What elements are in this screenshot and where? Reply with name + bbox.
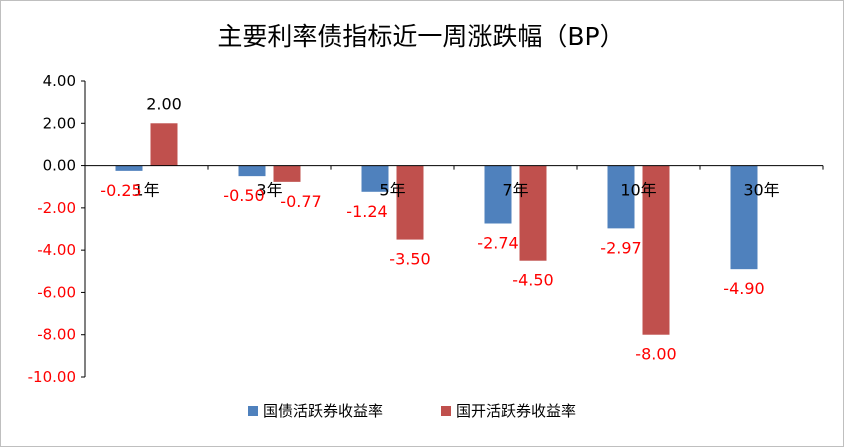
data-label-cdb-2: -3.50: [389, 250, 430, 269]
bar-cdb-1: [273, 165, 301, 182]
bar-cdb-2: [396, 165, 424, 240]
x-tick-label: 1年: [133, 181, 159, 200]
x-tick-label: 7年: [502, 181, 528, 200]
data-label-gov-3: -2.74: [477, 234, 518, 253]
data-label-cdb-4: -8.00: [635, 345, 676, 364]
bar-gov-2: [361, 165, 389, 192]
legend-swatch-0: [248, 406, 258, 416]
y-tick-label: -2.00: [37, 199, 76, 217]
data-label-gov-4: -2.97: [600, 238, 641, 257]
legend-label-1: 国开活跃券收益率: [456, 402, 576, 420]
bar-gov-4: [607, 165, 635, 229]
chart-title: 主要利率债指标近一周涨跌幅（BP）: [217, 22, 624, 51]
x-tick-label: 10年: [620, 181, 656, 200]
data-label-gov-5: -4.90: [723, 279, 764, 298]
x-tick-label: 5年: [379, 181, 405, 200]
y-tick-label: -10.00: [28, 368, 76, 386]
data-labels: -0.25 -0.50 -1.24 -2.74 -2.97 -4.90 2.00 -0.77 -…: [100, 94, 764, 363]
data-label-gov-1: -0.50: [223, 186, 264, 205]
y-tick-label: 0.00: [43, 157, 76, 175]
bar-cdb-0: [150, 123, 178, 166]
y-tick-label: 2.00: [43, 114, 76, 132]
bar-gov-0: [115, 165, 143, 171]
data-label-gov-2: -1.24: [346, 202, 387, 221]
data-label-cdb-0: 2.00: [146, 94, 182, 113]
legend-label-0: 国债活跃券收益率: [263, 402, 383, 420]
y-tick-label: -4.00: [37, 241, 76, 259]
y-tick-label: -8.00: [37, 326, 76, 344]
y-tick-label: 4.00: [43, 72, 76, 90]
bar-cdb-3: [519, 165, 547, 261]
data-label-cdb-3: -4.50: [512, 271, 553, 290]
bar-cdb-4: [642, 165, 670, 335]
y-tick-label: -6.00: [37, 283, 76, 301]
data-label-cdb-1: -0.77: [280, 192, 321, 211]
legend-swatch-1: [441, 406, 451, 416]
x-tick-label: 30年: [743, 181, 779, 200]
bars: [115, 123, 758, 335]
bar-gov-3: [484, 165, 512, 224]
x-axis: 1年 3年 5年 7年 10年 30年: [84, 165, 824, 200]
bar-gov-1: [238, 165, 266, 177]
y-axis: 4.00 2.00 0.00 -2.00 -4.00 -6.00 -8.00 -10.00: [28, 72, 86, 386]
bar-gov-5: [730, 165, 758, 270]
data-label-gov-0: -0.25: [100, 181, 141, 200]
legend: 国债活跃券收益率 国开活跃券收益率: [248, 402, 576, 420]
x-tick-label: 3年: [256, 181, 282, 200]
